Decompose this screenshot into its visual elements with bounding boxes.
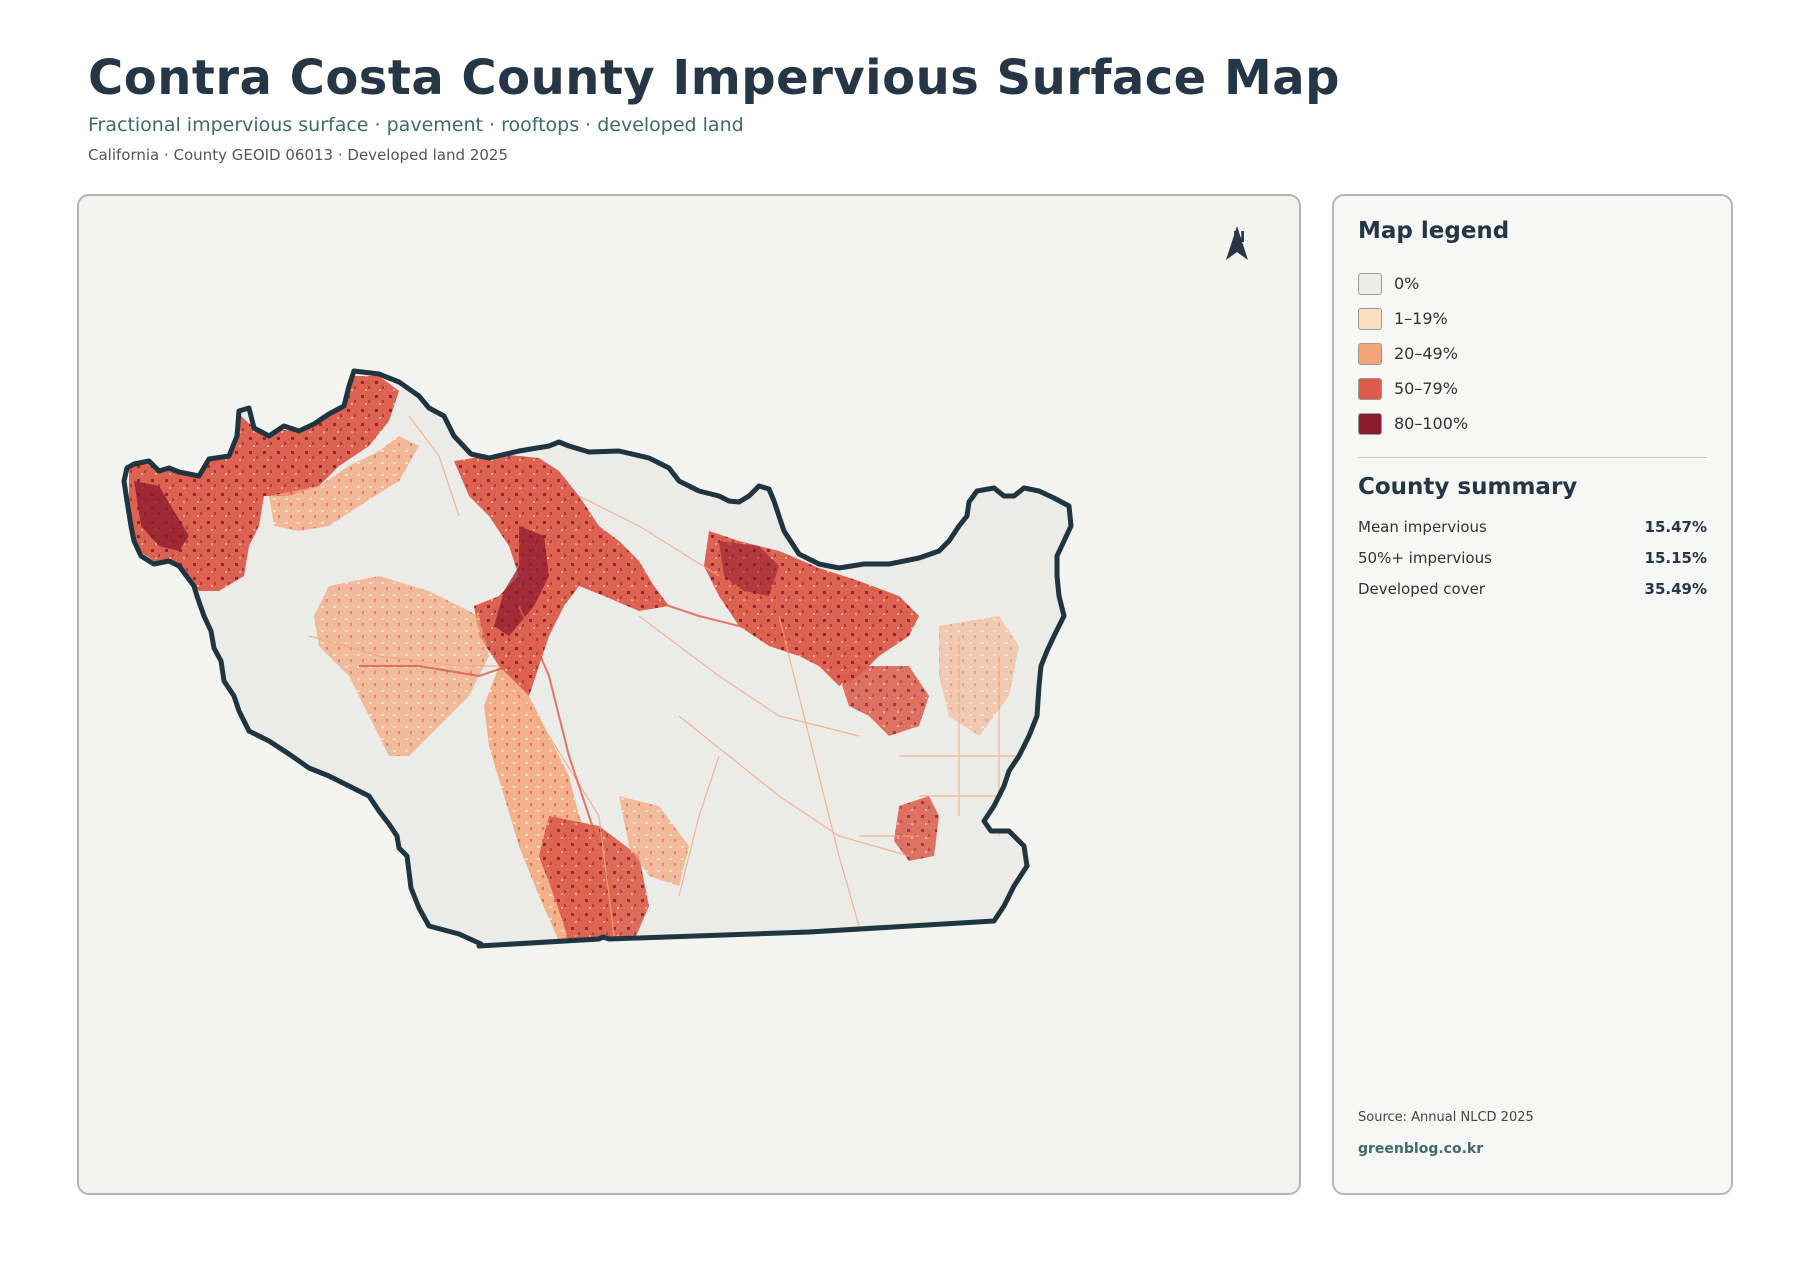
danville-area (619, 796, 689, 886)
legend-item: 1–19% (1358, 301, 1468, 336)
impervious-surface-layer (129, 376, 1029, 941)
legend-list: 0% 1–19% 20–49% 50–79% 80–100% (1358, 266, 1468, 441)
central-urban-area (454, 454, 669, 696)
brentwood-area (839, 666, 929, 736)
header: Contra Costa County Impervious Surface M… (88, 48, 1340, 164)
legend-item: 20–49% (1358, 336, 1468, 371)
summary-value: 35.49% (1644, 580, 1707, 598)
summary-row: 50%+ impervious 15.15% (1358, 549, 1707, 580)
site-link[interactable]: greenblog.co.kr (1358, 1141, 1484, 1157)
central-core (494, 526, 549, 636)
map-panel[interactable]: N (77, 194, 1301, 1195)
legend-swatch (1358, 307, 1382, 330)
legend-swatch (1358, 272, 1382, 295)
summary-row: Developed cover 35.49% (1358, 580, 1707, 611)
highway-network (359, 595, 840, 847)
west-suburban (269, 436, 419, 531)
west-urban-area (129, 376, 399, 591)
legend-item: 0% (1358, 266, 1468, 301)
summary-label: 50%+ impervious (1358, 549, 1492, 567)
antioch-core (719, 541, 779, 596)
legend-item: 80–100% (1358, 406, 1468, 441)
summary-label: Mean impervious (1358, 518, 1487, 536)
legend-swatch (1358, 412, 1382, 435)
legend-label: 0% (1394, 274, 1420, 293)
discovery-bay-area (894, 796, 939, 861)
legend-label: 50–79% (1394, 379, 1458, 398)
summary-list: Mean impervious 15.47% 50%+ impervious 1… (1358, 518, 1707, 611)
county-map[interactable] (79, 196, 1301, 1195)
legend-item: 50–79% (1358, 371, 1468, 406)
north-arrow-icon (1226, 226, 1248, 260)
west-core (134, 481, 189, 551)
panel-divider (1358, 457, 1707, 458)
legend-label: 80–100% (1394, 414, 1469, 433)
county-boundary (121, 368, 1074, 949)
legend-swatch (1358, 377, 1382, 400)
side-panel: Map legend 0% 1–19% 20–49% 50–79% 80–100… (1332, 194, 1733, 1195)
north-arrow: N (1224, 226, 1254, 260)
road-network (308, 415, 1029, 937)
san-ramon-urban (539, 816, 649, 941)
legend-swatch (1358, 342, 1382, 365)
summary-label: Developed cover (1358, 580, 1485, 598)
summary-value: 15.47% (1644, 518, 1707, 536)
source-note: Source: Annual NLCD 2025 (1358, 1110, 1534, 1125)
summary-value: 15.15% (1644, 549, 1707, 567)
legend-label: 1–19% (1394, 309, 1448, 328)
page-subtitle: Fractional impervious surface · pavement… (88, 114, 744, 136)
page-title: Contra Costa County Impervious Surface M… (88, 50, 1340, 106)
summary-row: Mean impervious 15.47% (1358, 518, 1707, 549)
page-meta: California · County GEOID 06013 · Develo… (88, 146, 508, 164)
summary-title: County summary (1358, 474, 1578, 500)
county-land (124, 371, 1071, 946)
legend-label: 20–49% (1394, 344, 1458, 363)
legend-title: Map legend (1358, 218, 1510, 244)
